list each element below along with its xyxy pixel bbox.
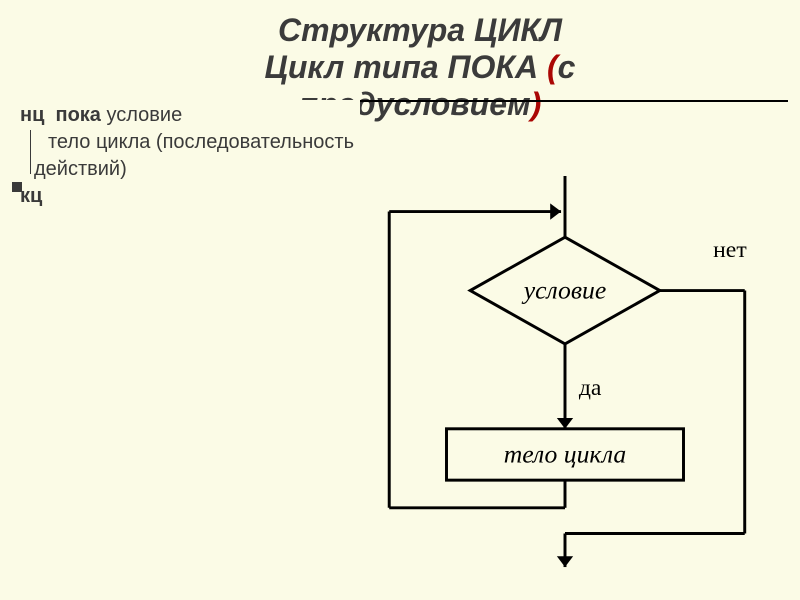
- code-vertical-bar: [30, 130, 31, 174]
- code-line-1: нц пока условие: [20, 102, 354, 129]
- title-line2: Цикл типа ПОКА (с: [100, 49, 740, 86]
- kw-kc: кц: [20, 185, 42, 207]
- title-line2-pre: Цикл типа ПОКА: [265, 49, 548, 85]
- svg-text:условие: условие: [521, 275, 606, 304]
- code-line-2: тело цикла (последовательность: [20, 129, 354, 156]
- pseudocode-block: нц пока условие тело цикла (последовател…: [12, 100, 360, 214]
- title-line2-accent: с: [558, 49, 576, 85]
- code-line-3: действий): [20, 156, 354, 183]
- svg-text:нет: нет: [713, 237, 747, 263]
- title-line1: Структура ЦИКЛ: [100, 12, 740, 49]
- kw-nc: нц: [20, 104, 44, 126]
- title-paren-open: (: [547, 49, 558, 85]
- flowchart-diagram: условие да тело цикла нет: [355, 176, 775, 571]
- title-paren-close: ): [531, 86, 542, 122]
- kw-poka: пока: [56, 104, 101, 126]
- svg-text:тело цикла: тело цикла: [504, 439, 627, 468]
- code-line-4: кц: [20, 183, 354, 210]
- cond-word: условие: [107, 104, 183, 126]
- svg-text:да: да: [579, 375, 602, 401]
- bullet-icon: [12, 182, 22, 192]
